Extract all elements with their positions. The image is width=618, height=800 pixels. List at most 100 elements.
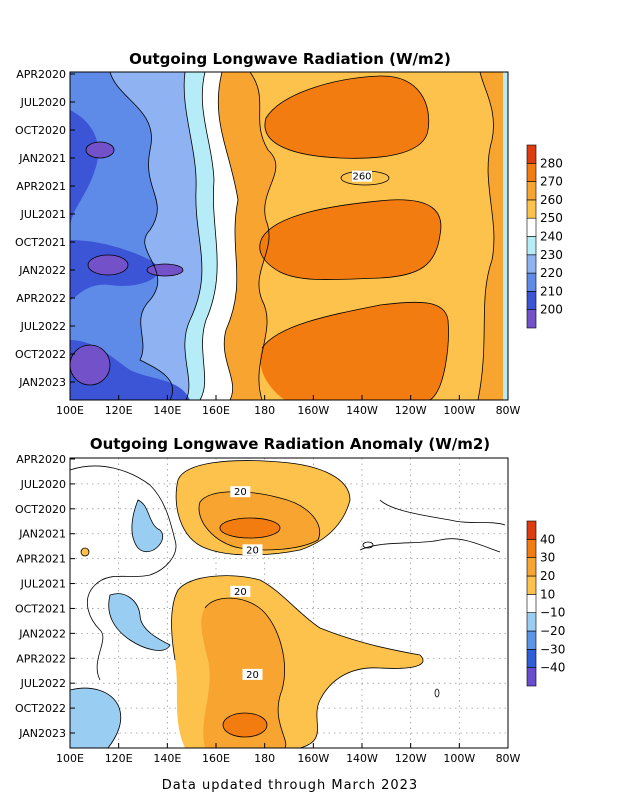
x-tick-label: 140W	[346, 752, 378, 765]
y-tick-label: JAN2023	[18, 376, 66, 389]
colorbar-label: 40	[540, 532, 555, 546]
olr-fill-east-250-260	[478, 72, 505, 400]
contour-label: 20	[234, 587, 247, 598]
colorbar-label: 260	[540, 193, 563, 207]
colorbar-label: 30	[540, 551, 555, 565]
x-tick-label: 160W	[297, 404, 329, 417]
x-tick-label: 120E	[105, 752, 133, 765]
colorbar-swatch	[526, 199, 537, 219]
olr-colorbar: 200 210 220 230 240 250 260 270 280	[526, 144, 563, 329]
x-tick-label: 180	[254, 752, 275, 765]
colorbar-label: −40	[540, 661, 565, 675]
y-tick-label: OCT2020	[15, 124, 66, 137]
anomaly-fill-30-40-a	[219, 517, 281, 539]
x-tick-label: 160W	[297, 752, 329, 765]
colorbar-swatch	[526, 309, 537, 329]
y-tick-label: OCT2021	[15, 236, 66, 249]
y-tick-label: JUL2021	[20, 208, 66, 221]
olr-panel: Outgoing Longwave Radiation (W/m2)	[15, 50, 563, 417]
colorbar-swatch	[526, 272, 537, 292]
y-tick-label: JAN2021	[18, 528, 66, 541]
colorbar-label: 20	[540, 569, 555, 583]
colorbar-label: 250	[540, 211, 563, 225]
colorbar-label: −10	[540, 606, 565, 620]
anomaly-plot-frame	[69, 457, 509, 749]
x-tick-label: 120E	[105, 404, 133, 417]
contour-label: 20	[246, 670, 259, 681]
x-tick-label: 100E	[56, 404, 84, 417]
anomaly-x-axis: 100E 120E 140E 160E 180 160W 140W 120W 100W 80W	[56, 743, 521, 765]
olr-fill-270-280-b	[259, 199, 441, 280]
colorbar-label: 220	[540, 266, 563, 280]
y-tick-label: APR2020	[16, 68, 66, 81]
contour-label: 20	[234, 487, 247, 498]
olr-fill-270-280-c	[260, 302, 449, 400]
olr-fill-lt200-a	[86, 142, 114, 158]
x-tick-label: 100W	[443, 404, 475, 417]
contour-label-bg	[230, 585, 251, 597]
contour-label-bg	[242, 544, 263, 556]
colorbar-swatch	[526, 254, 537, 274]
contour-label-bg	[352, 170, 372, 182]
contour-label: 260	[352, 172, 371, 183]
colorbar-label: 240	[540, 230, 563, 244]
x-tick-label: 140E	[153, 752, 181, 765]
x-tick-label: 80W	[496, 404, 521, 417]
x-tick-label: 100E	[56, 752, 84, 765]
colorbar-label: 210	[540, 284, 563, 298]
colorbar-swatch	[526, 649, 537, 668]
y-tick-label: APR2022	[16, 652, 66, 665]
x-tick-label: 160E	[202, 404, 230, 417]
x-tick-label: 120W	[395, 404, 427, 417]
colorbar-swatch	[526, 291, 537, 310]
y-tick-label: OCT2022	[15, 702, 66, 715]
y-tick-label: JAN2023	[18, 727, 66, 740]
colorbar-swatch	[526, 667, 537, 687]
colorbar-swatch	[526, 630, 537, 650]
colorbar-swatch	[526, 217, 537, 237]
colorbar-swatch	[526, 612, 537, 632]
colorbar-swatch	[526, 594, 537, 613]
olr-y-axis: APR2020 JUL2020 OCT2020 JAN2021 APR2021 JUL20…	[15, 68, 75, 389]
colorbar-swatch	[526, 144, 537, 164]
y-tick-label: JAN2022	[18, 264, 66, 277]
y-tick-label: APR2021	[16, 553, 66, 566]
colorbar-swatch	[526, 181, 537, 201]
x-tick-label: 80W	[496, 752, 521, 765]
anomaly-fill-pos-dot	[80, 547, 90, 557]
olr-fill-east-edge	[503, 72, 508, 400]
y-tick-label: JUL2022	[20, 677, 66, 690]
colorbar-label: 10	[540, 587, 555, 601]
y-tick-label: JAN2022	[18, 627, 66, 640]
colorbar-label: −20	[540, 624, 565, 638]
anomaly-contour-labels: 20 20 20 20	[230, 486, 263, 681]
olr-anomaly-panel: Outgoing Longwave Radiation Anomaly (W/m…	[15, 435, 565, 765]
colorbar-label: 230	[540, 248, 563, 262]
olr-fill-lt200-d	[70, 345, 110, 385]
x-tick-label: 180	[254, 404, 275, 417]
footer-note: Data updated through March 2023	[162, 778, 418, 793]
colorbar-swatch	[526, 575, 537, 595]
y-tick-label: JUL2021	[20, 578, 66, 591]
y-tick-label: APR2021	[16, 180, 66, 193]
colorbar-label: 280	[540, 156, 563, 170]
x-tick-label: 120W	[395, 752, 427, 765]
x-tick-label: 140E	[153, 404, 181, 417]
olr-fill-270-280-a	[264, 75, 429, 159]
contour-label: 20	[246, 545, 259, 556]
y-tick-label: APR2020	[16, 453, 66, 466]
olr-fill-lt200-b	[88, 255, 128, 275]
olr-anomaly-title: Outgoing Longwave Radiation Anomaly (W/m…	[90, 435, 490, 453]
contour-label-bg	[230, 486, 251, 498]
colorbar-swatch	[526, 520, 537, 540]
y-tick-label: APR2022	[16, 292, 66, 305]
y-tick-label: JUL2020	[20, 478, 66, 491]
olr-fill-lt200-c	[147, 264, 183, 276]
y-tick-label: OCT2020	[15, 503, 66, 516]
olr-fill-200-210-a	[70, 110, 99, 230]
anomaly-fill-30-40-b	[222, 712, 268, 738]
olr-title: Outgoing Longwave Radiation (W/m2)	[129, 50, 451, 68]
anomaly-fill-neg-c	[70, 688, 121, 748]
y-tick-label: JAN2021	[18, 152, 66, 165]
